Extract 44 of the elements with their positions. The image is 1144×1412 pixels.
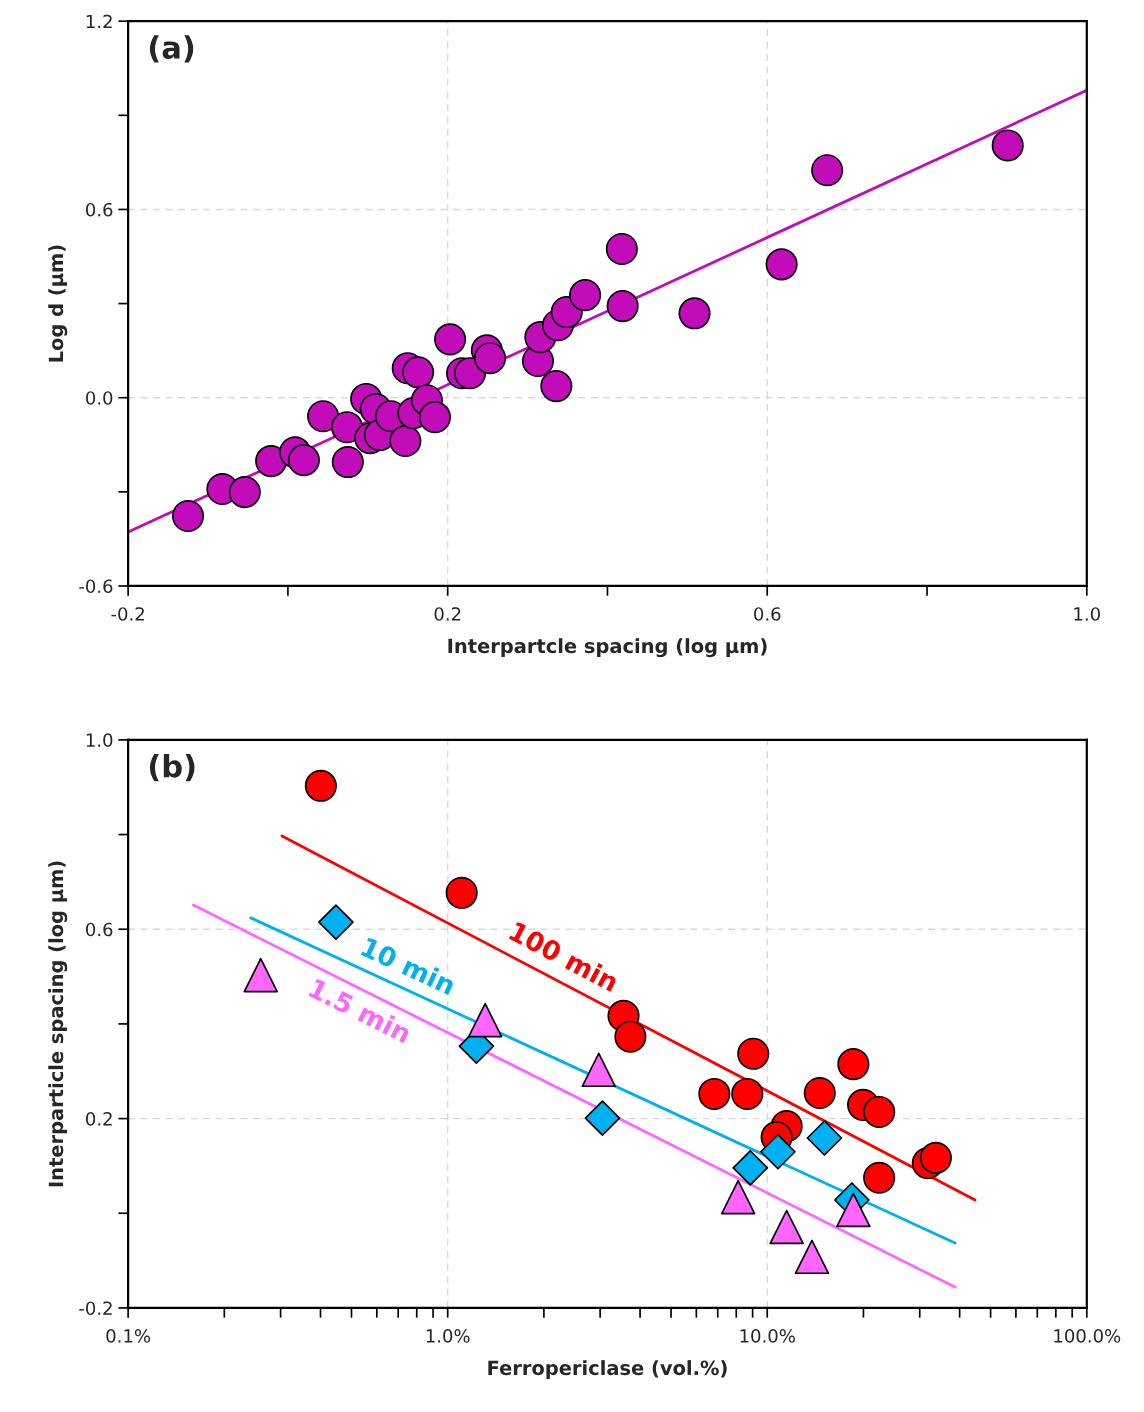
y-axis-title: Log d (µm) — [48, 245, 68, 362]
chart-title: (a) — [149, 35, 194, 63]
point — [765, 248, 798, 281]
x-tick-label: 0.1% — [106, 1329, 151, 1343]
point — [389, 424, 422, 458]
point — [287, 444, 320, 477]
x-tick-label: 0.2 — [434, 607, 461, 621]
point — [991, 129, 1024, 162]
y-tick-label: 0.6 — [86, 202, 113, 217]
point — [228, 476, 261, 509]
point — [434, 323, 467, 356]
y-tick-label: 0.0 — [86, 391, 113, 405]
point — [678, 297, 711, 330]
y-tick-label: -0.2 — [79, 1301, 112, 1316]
point — [811, 154, 844, 187]
x-tick-label: 10.0% — [740, 1329, 795, 1343]
y-tick-label: 1.0 — [86, 733, 113, 747]
x-axis-title: Interpartcle spacing (log µm) — [448, 638, 767, 658]
text: 10 min — [360, 936, 457, 996]
point — [255, 445, 288, 478]
point — [331, 445, 364, 479]
point — [540, 370, 573, 403]
point — [473, 342, 507, 375]
text: 100 min — [508, 920, 620, 993]
point — [307, 400, 340, 433]
y-tick-label: -0.6 — [79, 579, 113, 594]
x-axis-title: Ferropericlase (vol.%) — [488, 1360, 727, 1379]
point — [418, 401, 451, 434]
point — [605, 232, 638, 266]
x-tick-label: 1.0 — [1074, 607, 1100, 621]
y-tick-label: 0.2 — [86, 1112, 112, 1126]
point — [171, 499, 205, 533]
point — [330, 411, 364, 444]
x-tick-label: 1.0% — [426, 1329, 470, 1343]
x-tick-label: 100.0% — [1054, 1329, 1121, 1343]
y-tick-label: 1.2 — [86, 14, 112, 29]
point — [606, 290, 639, 323]
point — [569, 279, 602, 312]
x-tick-label: -0.2 — [111, 607, 144, 621]
y-tick-label: 0.6 — [86, 922, 113, 937]
x-tick-label: 0.6 — [754, 607, 781, 621]
point — [402, 356, 435, 389]
y-axis-title: Interparticle spacing (log µm) — [48, 861, 68, 1187]
chart-title: (b) — [149, 754, 195, 782]
